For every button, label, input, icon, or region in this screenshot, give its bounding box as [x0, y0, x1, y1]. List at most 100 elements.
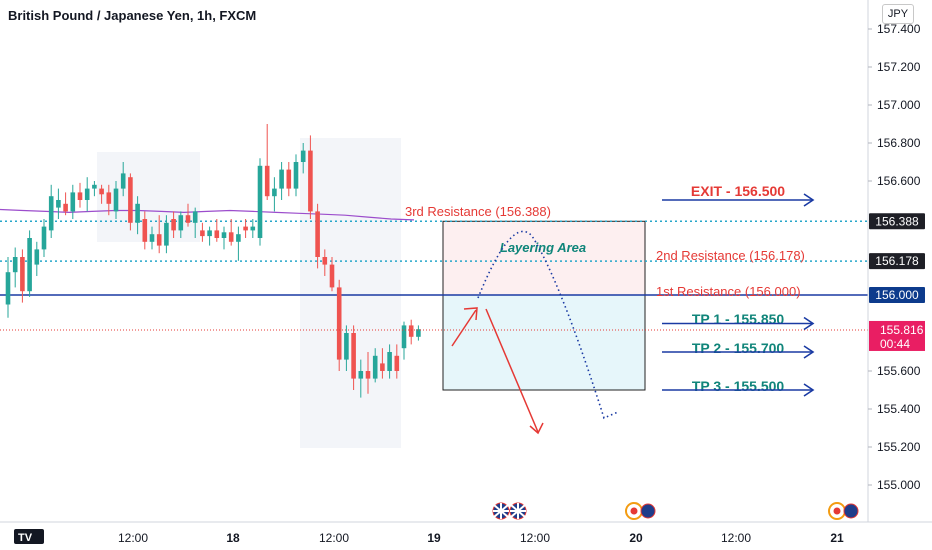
candle [408, 319, 414, 345]
candle [308, 135, 313, 219]
price-badge: 156.000 [869, 287, 925, 303]
target-label-exit: EXIT - 156.500 [691, 183, 785, 199]
target-arrow [662, 383, 815, 397]
candle [192, 207, 198, 238]
candle [92, 181, 97, 197]
candle [416, 325, 421, 341]
time-tick-label: 18 [226, 531, 240, 545]
candle [329, 257, 335, 292]
projection-arrow-down [485, 308, 544, 435]
target-arrow [662, 345, 815, 359]
candle [236, 226, 241, 261]
level-label-3rd-resistance: 3rd Resistance (156.388) [405, 204, 551, 219]
svg-text:155.816: 155.816 [880, 323, 924, 337]
candle [293, 154, 299, 197]
candle [27, 230, 32, 297]
candle [77, 182, 83, 208]
target-arrow [662, 316, 815, 331]
time-tick-label: 12:00 [118, 531, 148, 545]
candle [178, 211, 184, 238]
candle [394, 344, 400, 379]
uk-flag-icon[interactable] [843, 503, 859, 519]
candle [221, 226, 227, 250]
candle [106, 184, 112, 216]
svg-text:156.178: 156.178 [875, 254, 919, 268]
candle [358, 359, 364, 398]
time-tick-label: 12:00 [520, 531, 550, 545]
target-label-tp2: TP 2 - 155.700 [692, 340, 785, 356]
price-tick-label: 155.000 [877, 478, 921, 492]
candle [272, 177, 277, 212]
event-flags[interactable] [492, 502, 859, 520]
currency-button[interactable]: JPY [882, 4, 914, 24]
candle [34, 241, 40, 276]
svg-text:156.000: 156.000 [875, 288, 919, 302]
target-label-tp1: TP 1 - 155.850 [692, 311, 785, 327]
target-arrow [662, 193, 815, 207]
candle [185, 203, 191, 227]
candle [214, 219, 220, 242]
candle [257, 158, 263, 246]
candle [372, 348, 378, 383]
level-label-1st-resistance: 1st Resistance (156.000) [656, 284, 801, 299]
candle [264, 124, 270, 200]
price-tick-label: 157.000 [877, 98, 921, 112]
level-label-2nd-resistance: 2nd Resistance (156.178) [656, 248, 805, 263]
candle [84, 177, 90, 212]
layering-area-box [442, 220, 646, 391]
price-tick-label: 156.800 [877, 136, 921, 150]
candle [286, 162, 292, 197]
chart-title: British Pound / Japanese Yen, 1h, FXCM [8, 8, 257, 23]
candle [351, 325, 356, 390]
candle [120, 162, 126, 197]
projection-arrow-up [451, 307, 478, 347]
candle [315, 203, 320, 269]
candle [56, 188, 61, 219]
time-tick-label: 20 [629, 531, 643, 545]
svg-text:TV: TV [18, 532, 33, 544]
candle [250, 219, 256, 238]
candle [207, 226, 212, 246]
tradingview-logo-icon: TV [14, 529, 44, 544]
candle [380, 348, 385, 379]
price-tick-label: 155.600 [877, 364, 921, 378]
session-shade [300, 138, 401, 448]
candle [200, 222, 205, 242]
candle [336, 279, 342, 371]
candle [365, 352, 371, 394]
moving-average-line [0, 208, 415, 221]
candle [12, 247, 18, 288]
candle [149, 226, 155, 250]
time-tick-label: 12:00 [721, 531, 751, 545]
candle [5, 257, 11, 318]
price-tick-label: 157.200 [877, 60, 921, 74]
candle [401, 321, 407, 360]
time-tick-label: 12:00 [319, 531, 349, 545]
candle [164, 215, 169, 254]
price-tick-label: 155.200 [877, 440, 921, 454]
target-label-tp3: TP 3 - 155.500 [692, 378, 785, 394]
candle [41, 219, 47, 257]
uk-flag-icon[interactable] [640, 503, 656, 519]
time-tick-label: 21 [830, 531, 844, 545]
candle [142, 211, 148, 250]
candle [48, 184, 54, 238]
candle [99, 184, 104, 204]
price-tick-label: 156.600 [877, 174, 921, 188]
time-tick-label: 19 [427, 531, 441, 545]
candle [243, 219, 248, 238]
candle [279, 162, 284, 200]
candle [135, 196, 140, 235]
candle [300, 143, 306, 174]
price-badge: 156.388 [869, 213, 925, 230]
candle [322, 249, 328, 276]
candle [387, 344, 392, 379]
candle [70, 184, 76, 219]
candle [344, 325, 349, 371]
candle [20, 249, 25, 303]
candle [63, 192, 68, 216]
candle [171, 211, 176, 238]
candle [228, 219, 234, 246]
